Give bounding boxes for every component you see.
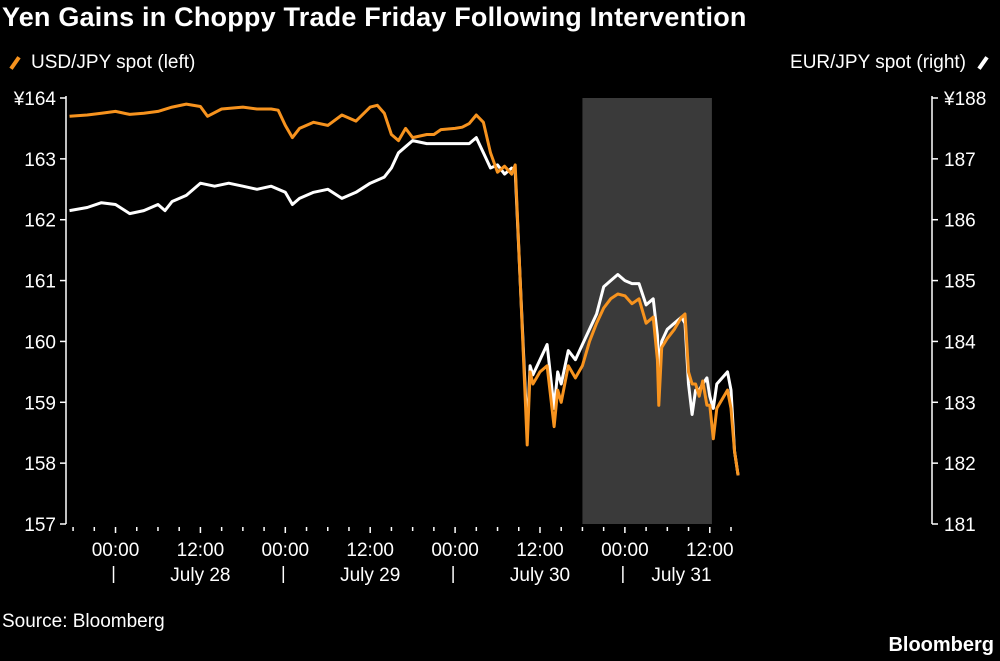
- right-tick-label: ¥188: [943, 89, 986, 110]
- bloomberg-logo: Bloomberg: [888, 634, 994, 656]
- x-tick-label: 12:00: [516, 540, 564, 561]
- legend-usdjpy: USD/JPY spot (left): [2, 52, 195, 74]
- right-tick-label: 186: [944, 211, 976, 232]
- x-tick-label: 00:00: [431, 540, 479, 561]
- day-label: July 31: [651, 565, 711, 586]
- day-label: July 28: [170, 565, 230, 586]
- right-tick-label: 187: [944, 150, 976, 171]
- usdjpy-line: [69, 102, 740, 476]
- x-tick-label: 00:00: [262, 540, 310, 561]
- right-tick-label: 183: [944, 393, 976, 414]
- left-tick-label: 160: [24, 332, 56, 353]
- left-tick-label: 161: [24, 272, 56, 293]
- legend-eurjpy: EUR/JPY spot (right): [790, 52, 994, 74]
- x-tick-label: 12:00: [177, 540, 225, 561]
- right-tick-label: 182: [944, 454, 976, 475]
- left-tick-label: ¥164: [13, 89, 57, 110]
- day-label: July 29: [340, 565, 400, 586]
- x-tick-label: 00:00: [601, 540, 649, 561]
- left-tick-label: 162: [24, 211, 56, 232]
- legend-eurjpy-label: EUR/JPY spot (right): [790, 52, 966, 73]
- x-tick-label: 12:00: [346, 540, 394, 561]
- shaded-region: [582, 98, 712, 524]
- left-tick-label: 163: [24, 150, 56, 171]
- left-tick-label: 159: [24, 393, 56, 414]
- chart-title: Yen Gains in Choppy Trade Friday Followi…: [2, 2, 747, 32]
- right-tick-label: 181: [944, 515, 976, 536]
- right-tick-label: 184: [944, 332, 976, 353]
- source-note: Source: Bloomberg: [2, 611, 165, 632]
- x-tick-label: 12:00: [686, 540, 734, 561]
- legend-usdjpy-label: USD/JPY spot (left): [31, 52, 196, 73]
- left-tick-label: 157: [24, 515, 56, 536]
- right-tick-label: 185: [944, 272, 976, 293]
- left-tick-label: 158: [24, 454, 56, 475]
- x-tick-label: 00:00: [92, 540, 140, 561]
- day-label: July 30: [510, 565, 570, 586]
